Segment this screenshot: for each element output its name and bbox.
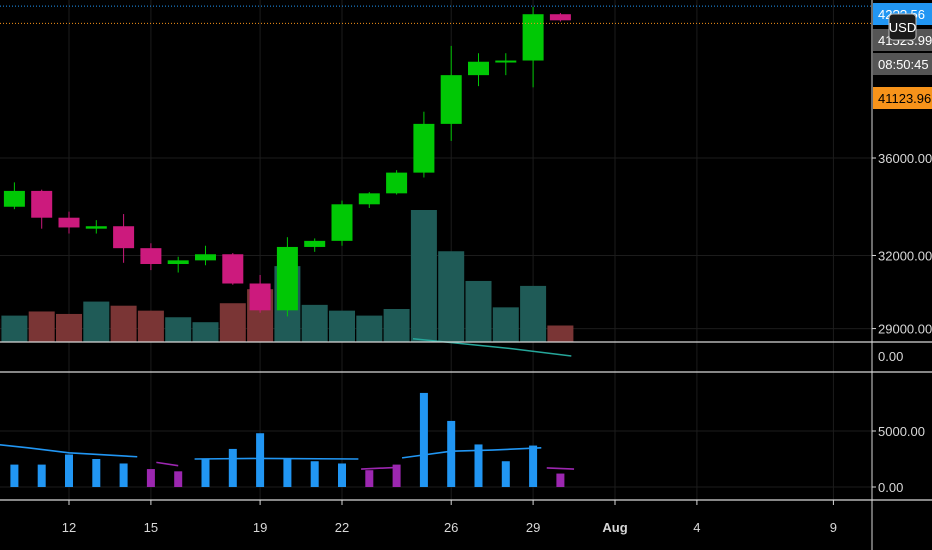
oscillator-bar — [556, 473, 565, 487]
volume-bar — [465, 280, 492, 342]
oscillator-ma — [546, 467, 575, 470]
oscillator-bar — [146, 469, 155, 487]
oscillator-bar — [37, 464, 46, 487]
oscillator-bar — [10, 464, 19, 487]
volume-bar — [56, 313, 82, 342]
oscillator-bar — [65, 454, 73, 487]
candle-body — [58, 217, 80, 228]
time-tick-label: 26 — [444, 520, 458, 535]
candle-body — [413, 123, 435, 173]
price-tick-label: 32000.00 — [878, 248, 932, 263]
volume-bar — [547, 325, 574, 342]
oscillator-bar — [474, 444, 483, 487]
oscillator-bar — [392, 464, 401, 487]
oscillator-ma — [361, 466, 397, 470]
price-tag-label: 08:50:45 — [878, 57, 929, 72]
time-tick-label: 29 — [526, 520, 540, 535]
volume-zero-label: 0.00 — [878, 349, 903, 364]
currency-badge: USD — [889, 20, 916, 35]
time-tick-label: 15 — [144, 520, 158, 535]
oscillator-bar — [529, 445, 538, 487]
volume-bar — [383, 309, 410, 342]
candle-body — [31, 190, 53, 218]
oscillator-bar — [338, 463, 346, 487]
price-candles — [3, 6, 571, 317]
time-tick-label: 12 — [62, 520, 76, 535]
volume-bar — [28, 311, 55, 342]
volume-bar — [410, 210, 437, 342]
oscillator-ma — [401, 447, 542, 459]
candle-body — [276, 246, 298, 311]
volume-bar — [110, 305, 137, 342]
oscillator-bar — [365, 470, 374, 487]
oscillator-ma — [156, 461, 179, 467]
candle-body — [167, 260, 189, 265]
time-tick-label: 22 — [335, 520, 349, 535]
oscillator-ma — [194, 457, 359, 460]
volume-bar — [492, 307, 519, 342]
oscillator-bar — [310, 461, 319, 487]
time-tick-label: 4 — [693, 520, 700, 535]
candle-body — [140, 248, 162, 265]
volume-bar — [329, 310, 355, 342]
oscillator-bar — [447, 420, 456, 487]
price-tag-label: 41123.96 — [878, 91, 931, 106]
oscillator-ma — [0, 443, 138, 458]
oscillator-bar — [119, 463, 128, 487]
price-tag-bg — [873, 53, 932, 75]
volume-bar — [83, 301, 110, 342]
volume-bars — [0, 210, 574, 342]
candle-body — [3, 190, 25, 207]
price-axis[interactable]: 36000.00 32000.00 29000.00 0.00 5000.00 0.00 — [872, 151, 932, 495]
volume-bar — [219, 303, 246, 342]
oscillator-bar — [419, 392, 428, 487]
candle-body — [304, 240, 326, 247]
candle-body — [195, 254, 216, 261]
volume-bar — [1, 315, 28, 342]
price-lines — [0, 5, 872, 24]
oscillator-tick-label: 5000.00 — [878, 424, 925, 439]
oscillator-bar — [201, 459, 210, 487]
volume-bar — [137, 310, 164, 342]
candle-body — [113, 226, 135, 249]
candle-body — [522, 14, 544, 61]
candle-body — [468, 61, 489, 76]
candle-body — [331, 204, 353, 241]
candle-body — [249, 283, 271, 311]
price-tag-bg — [873, 87, 932, 109]
price-tick-label: 36000.00 — [878, 151, 932, 166]
oscillator-bar — [174, 471, 183, 487]
time-tick-label: 19 — [253, 520, 267, 535]
candle-body — [386, 172, 408, 194]
currency-badge-bg — [888, 13, 917, 41]
price-tick-label: 29000.00 — [878, 322, 932, 337]
candle-body — [358, 193, 380, 205]
volume-bar — [165, 317, 192, 342]
candle-body — [222, 254, 244, 284]
oscillator-bar — [92, 459, 101, 487]
oscillator-tick-label: 0.00 — [878, 480, 903, 495]
oscillator-bar — [256, 433, 265, 487]
volume-bar — [301, 304, 328, 342]
time-tick-label: Aug — [602, 520, 627, 535]
candle-body — [440, 75, 462, 124]
candle-body — [549, 14, 571, 21]
candle-body — [85, 226, 107, 229]
volume-bar — [192, 322, 219, 342]
oscillator-bar — [283, 459, 292, 487]
volume-bar — [520, 285, 547, 342]
candle-body — [495, 60, 517, 63]
time-tick-label: 9 — [830, 520, 837, 535]
volume-bar — [356, 315, 383, 342]
volume-bar — [438, 251, 465, 342]
oscillator-pane — [0, 392, 575, 487]
oscillator-bar — [501, 461, 510, 487]
time-axis[interactable]: 12 15 19 22 26 29 Aug 4 9 — [62, 500, 837, 535]
oscillator-bar — [228, 448, 237, 487]
